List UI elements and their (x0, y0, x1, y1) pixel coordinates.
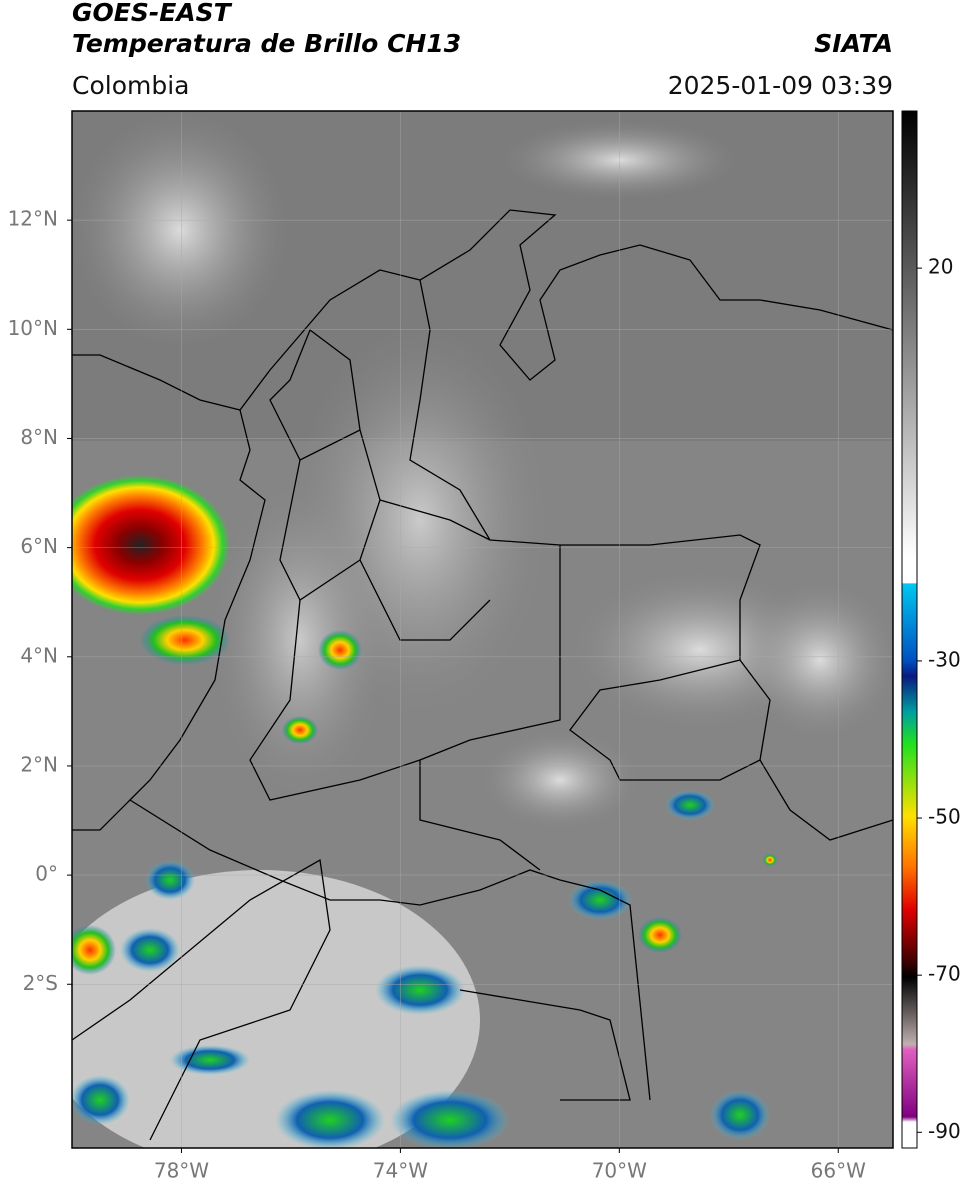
y-tick-label: 0° (35, 862, 58, 886)
x-tick-label: 70°W (592, 1159, 647, 1183)
subtitle: Temperatura de Brillo CH13 (72, 29, 461, 58)
colorbar (901, 110, 918, 1149)
source: SIATA (814, 29, 893, 58)
timestamp: 2025-01-09 03:39 (668, 71, 893, 100)
colorbar-tick-label: -50 (928, 805, 961, 829)
satellite-image (72, 111, 893, 1148)
y-tick-label: 2°N (20, 752, 58, 776)
y-tick-label: 10°N (8, 316, 58, 340)
y-tick-label: 12°N (8, 207, 58, 231)
colorbar-tick-label: -70 (928, 962, 961, 986)
x-tick-label: 66°W (811, 1159, 866, 1183)
y-tick-label: 2°S (23, 971, 58, 995)
colorbar-tick-label: 20 (928, 255, 953, 279)
x-tick-label: 74°W (373, 1159, 428, 1183)
colorbar-tick-label: -90 (928, 1119, 961, 1143)
y-tick-label: 4°N (20, 643, 58, 667)
region: Colombia (72, 71, 189, 100)
map-frame (71, 110, 894, 1149)
colorbar-tick-label: -30 (928, 647, 961, 671)
title: GOES-EAST (72, 0, 233, 27)
y-tick-label: 8°N (20, 425, 58, 449)
graticule (72, 111, 893, 1148)
y-tick-label: 6°N (20, 534, 58, 558)
x-tick-label: 78°W (154, 1159, 209, 1183)
